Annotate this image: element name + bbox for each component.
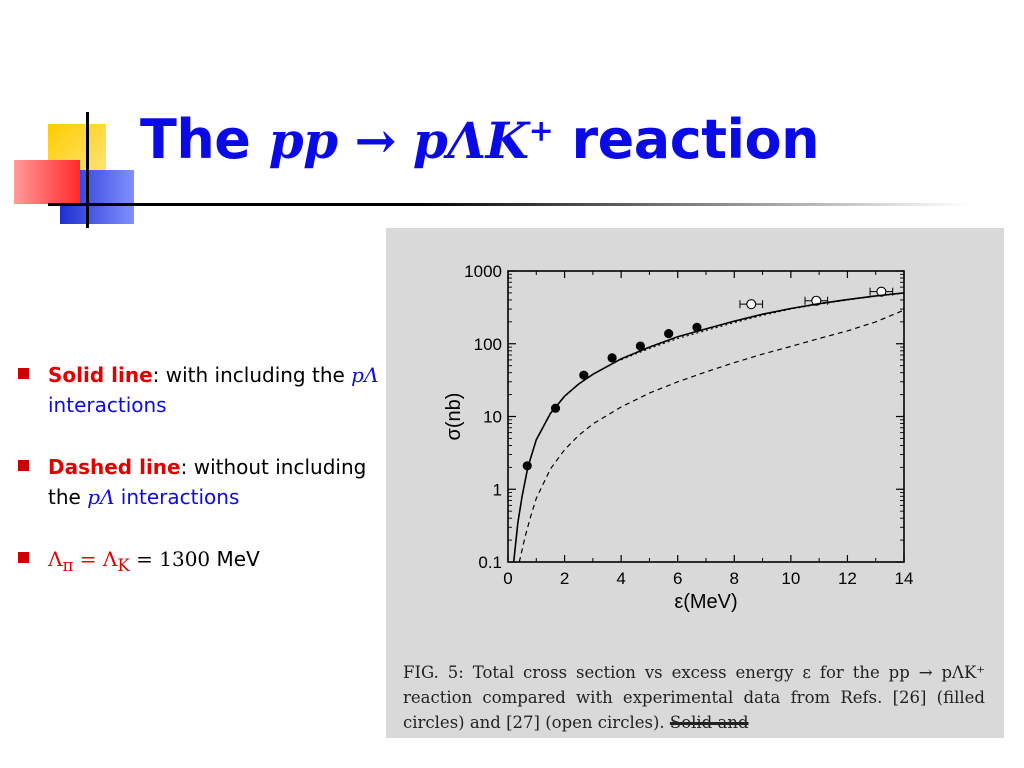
bullet-math: pΛ	[351, 363, 379, 387]
dotted-curve	[620, 292, 904, 361]
bullet-list: Solid line: with including the pΛ intera…	[16, 360, 386, 613]
bullet-tail: interactions	[48, 393, 167, 417]
dashed-curve	[518, 309, 904, 562]
title-suffix: reaction	[571, 108, 820, 171]
title-reaction-text: pp → pΛK	[268, 111, 529, 170]
x-tick-label: 14	[895, 569, 914, 588]
x-tick-label: 2	[560, 569, 569, 588]
figure-panel: 0 2 4 6 8 10 12 14 0.1 1 10 100 1000 ε(MeV) σ(nb) FIG.…	[386, 228, 1004, 738]
y-tick-label: 0.1	[478, 553, 502, 572]
y-tick-label: 1	[493, 480, 502, 499]
title-underline	[48, 203, 968, 206]
cross-section-chart: 0 2 4 6 8 10 12 14 0.1 1 10 100 1000 ε(MeV) σ(nb)	[443, 262, 914, 613]
bullet-text: : without including the	[48, 455, 367, 509]
bullet-solid-line: Solid line: with including the pΛ intera…	[16, 360, 386, 420]
bullet-cutoff: Λπ = ΛK = 1300 MeV	[16, 544, 386, 581]
x-tick-label: 4	[616, 569, 625, 588]
x-axis-label: ε(MeV)	[674, 591, 737, 613]
figure-caption: FIG. 5: Total cross section vs excess en…	[403, 660, 985, 735]
cutoff-value: = 1300	[129, 547, 211, 571]
sub-pi: π	[62, 556, 74, 575]
sub-k: K	[117, 556, 130, 575]
x-tick-label: 0	[503, 569, 512, 588]
y-tick-label: 100	[474, 335, 502, 354]
y-axis-label: σ(nb)	[443, 393, 465, 441]
y-tick-label: 10	[483, 408, 502, 427]
plot-frame	[507, 270, 905, 563]
data-point-filled	[664, 328, 674, 339]
data-point-filled	[579, 370, 589, 380]
slide-title: The pp → pΛK+ reaction	[140, 108, 820, 171]
data-point-open	[746, 299, 757, 310]
title-superscript: +	[528, 113, 554, 149]
x-tick-label: 10	[781, 569, 800, 588]
data-point-filled	[635, 341, 645, 351]
title-reaction: pp → pΛK+	[268, 111, 554, 170]
bullet-dashed-line: Dashed line: without including the pΛ in…	[16, 452, 386, 512]
logo-red-square	[14, 160, 80, 204]
bullet-highlight: Dashed line	[48, 455, 181, 479]
x-tick-label: 8	[730, 569, 739, 588]
cutoff-unit: MeV	[210, 547, 260, 571]
caption-struck-text: Solid and	[669, 713, 749, 732]
data-point-filled	[607, 353, 617, 363]
bullet-highlight: Solid line	[48, 363, 153, 387]
bullet-marker-icon	[18, 368, 29, 379]
data-point-filled	[692, 322, 702, 332]
lambda-symbol: Λ	[48, 547, 63, 571]
bullet-cutoff-math: Λπ = ΛK	[48, 547, 130, 575]
bullet-marker-icon	[18, 552, 29, 563]
solid-curve	[512, 292, 904, 562]
title-prefix: The	[140, 108, 251, 171]
data-point-open	[876, 286, 887, 297]
x-tick-label: 6	[673, 569, 682, 588]
bullet-marker-icon	[18, 460, 29, 471]
logo-vertical-line	[86, 112, 89, 228]
caption-text: FIG. 5: Total cross section vs excess en…	[403, 663, 985, 732]
y-tick-label: 1000	[464, 262, 502, 281]
x-tick-label: 12	[838, 569, 857, 588]
bullet-tail: interactions	[114, 485, 240, 509]
equals-lambda: = Λ	[73, 547, 118, 571]
bullet-text: : with including the	[152, 363, 352, 387]
bullet-math: pΛ	[87, 485, 115, 509]
